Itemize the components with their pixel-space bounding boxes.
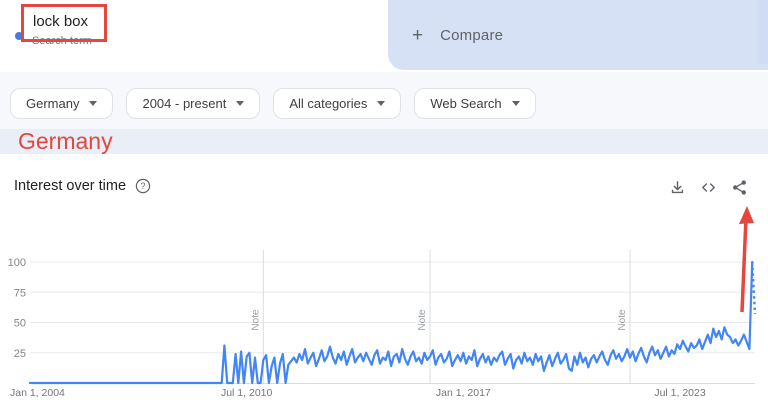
series-color-dot-icon <box>15 32 23 40</box>
filter-searchtype-label: Web Search <box>430 96 502 111</box>
svg-text:50: 50 <box>14 318 26 330</box>
svg-text:Jul 1, 2023: Jul 1, 2023 <box>654 387 706 399</box>
region-band <box>0 129 768 154</box>
filters-bar: Germany 2004 - present All categories We… <box>0 72 768 129</box>
filter-timerange-dropdown[interactable]: 2004 - present <box>126 88 261 119</box>
chevron-down-icon <box>236 101 245 106</box>
svg-text:75: 75 <box>14 287 26 299</box>
svg-text:Jan 1, 2017: Jan 1, 2017 <box>436 387 491 399</box>
svg-text:Note: Note <box>617 309 628 331</box>
svg-text:25: 25 <box>14 348 26 360</box>
chevron-down-icon <box>89 101 98 106</box>
top-section: lock box Search term + Compare <box>0 0 768 72</box>
filter-category-dropdown[interactable]: All categories <box>273 88 402 119</box>
svg-text:Note: Note <box>250 309 261 331</box>
compare-label: Compare <box>440 26 504 44</box>
search-term-text: lock box <box>33 13 89 30</box>
svg-text:100: 100 <box>8 257 26 269</box>
question-circle-icon[interactable]: ? <box>135 178 151 194</box>
scrollbar[interactable] <box>757 0 768 64</box>
svg-text:Jan 1, 2004: Jan 1, 2004 <box>10 387 65 399</box>
svg-text:?: ? <box>141 181 146 191</box>
download-icon[interactable] <box>669 179 686 196</box>
svg-text:Note: Note <box>417 309 428 331</box>
compare-button[interactable]: + Compare <box>388 0 768 70</box>
filter-region-label: Germany <box>26 96 80 111</box>
filter-timerange-label: 2004 - present <box>142 96 227 111</box>
interest-over-time-card: Interest over time ? 25 50 75 100 <box>0 154 768 400</box>
search-term-card[interactable]: lock box Search term <box>0 0 380 72</box>
share-icon[interactable] <box>731 179 748 196</box>
embed-code-icon[interactable] <box>700 179 717 196</box>
filter-category-label: All categories <box>289 96 368 111</box>
filter-searchtype-dropdown[interactable]: Web Search <box>414 88 536 119</box>
filter-region-dropdown[interactable]: Germany <box>10 88 114 119</box>
chart-title: Interest over time <box>14 178 127 194</box>
plus-icon: + <box>412 24 424 46</box>
chevron-down-icon <box>377 101 386 106</box>
chevron-down-icon <box>511 101 520 106</box>
region-heading: Germany <box>18 128 113 154</box>
interest-over-time-chart[interactable]: 25 50 75 100 Note Note Note Jan 1, 2004 Jul 1, 2… <box>0 154 768 400</box>
annotation-red-box <box>21 4 107 42</box>
svg-text:Jul 1, 2010: Jul 1, 2010 <box>221 387 273 399</box>
